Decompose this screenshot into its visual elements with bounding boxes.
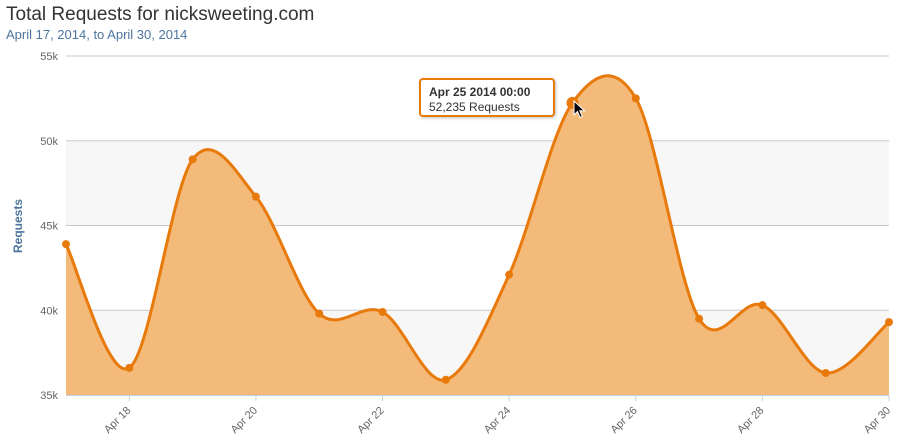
mouse-cursor-icon [573,100,586,119]
series-line [64,74,890,382]
x-tick-label: Apr 22 [355,405,386,436]
y-tick-label: 55k [40,51,58,63]
tooltip-value: 52,235 Requests [429,100,520,114]
x-tick-label: Apr 24 [482,405,513,436]
data-point[interactable] [821,368,830,377]
chart-subtitle: April 17, 2014, to April 30, 2014 [6,27,188,42]
y-tick-label: 50k [40,136,58,148]
chart-title: Total Requests for nicksweeting.com [6,4,315,25]
series-area [66,75,889,396]
data-point[interactable] [62,240,70,249]
tooltip-date: Apr 25 2014 00:00 [429,85,531,99]
data-point[interactable] [315,309,324,318]
data-point[interactable] [505,270,514,279]
x-tick-label: Apr 28 [735,405,766,436]
x-tick-label: Apr 26 [608,405,639,436]
x-axis: Apr 18 Apr 20 Apr 22 Apr 24 Apr 26 Apr 28 Apr … [66,395,893,436]
tooltip: Apr 25 2014 00:00 52,235 Requests [419,78,555,117]
x-tick-label: Apr 30 [862,405,893,436]
y-tick-label: 45k [40,221,58,233]
y-tick-label: 35k [40,390,58,402]
y-tick-label: 40k [40,305,58,317]
data-point[interactable] [188,155,197,164]
data-point[interactable] [125,363,134,372]
data-point[interactable] [441,375,450,384]
data-point[interactable] [885,318,893,327]
data-point[interactable] [251,192,260,201]
data-point[interactable] [758,301,767,310]
data-point[interactable] [695,314,704,323]
data-point[interactable] [631,94,640,103]
x-tick-label: Apr 20 [229,405,260,436]
x-tick-label: Apr 18 [102,405,133,436]
data-point[interactable] [378,307,387,316]
y-axis: 35k 40k 45k 50k 55k [40,51,58,402]
